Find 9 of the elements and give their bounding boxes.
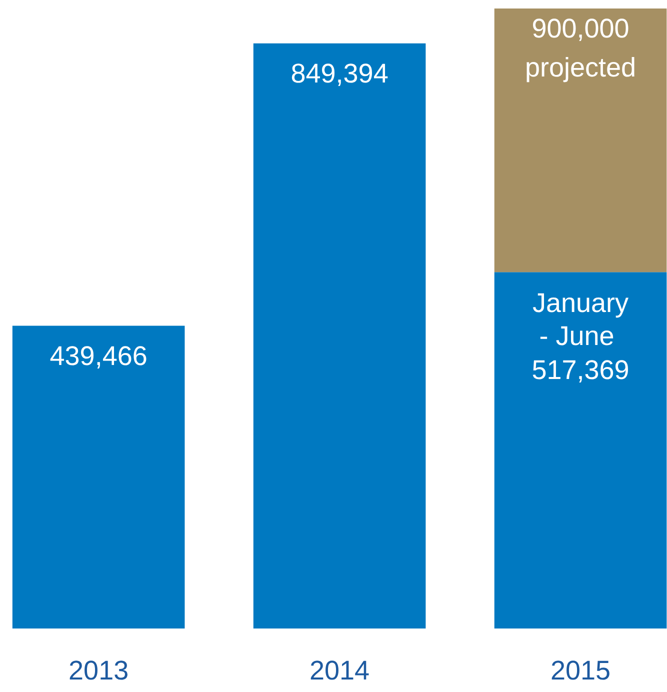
x-tick-label: 2014 [310, 656, 370, 686]
x-tick-label: 2013 [68, 656, 129, 686]
annotation: projected [524, 52, 636, 83]
data-label: 517,369 [532, 355, 630, 386]
data-label: 849,394 [290, 58, 388, 88]
annotation: January - June [532, 288, 630, 352]
total-label: 900,000 [532, 14, 630, 44]
x-tick-label: 2015 [550, 656, 611, 686]
data-label: 439,466 [50, 340, 148, 371]
